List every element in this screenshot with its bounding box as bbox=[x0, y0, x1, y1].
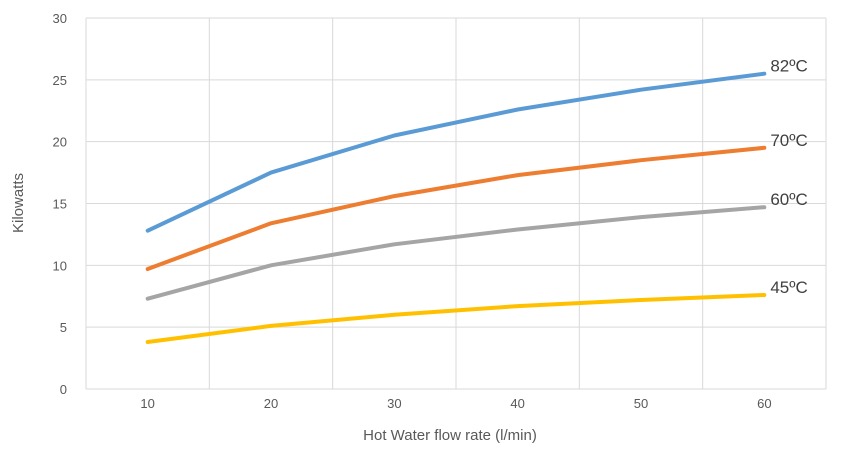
y-tick-label: 20 bbox=[53, 135, 67, 150]
series-label: 70ºC bbox=[770, 131, 807, 150]
x-tick-label: 40 bbox=[510, 396, 524, 411]
x-tick-label: 20 bbox=[264, 396, 278, 411]
series-line bbox=[145, 145, 767, 271]
y-tick-label: 0 bbox=[60, 382, 67, 397]
grid bbox=[85, 17, 827, 389]
series-labels: 82ºC 70ºC 60ºC 45ºC bbox=[770, 57, 807, 297]
y-tick-label: 30 bbox=[53, 11, 67, 26]
x-tick-label: 60 bbox=[757, 396, 771, 411]
y-tick-label: 25 bbox=[53, 73, 67, 88]
x-axis-label: Hot Water flow rate (l/min) bbox=[363, 427, 537, 444]
y-axis-label: Kilowatts bbox=[10, 173, 27, 233]
series-label: 60ºC bbox=[770, 190, 807, 209]
series-line bbox=[145, 71, 767, 233]
y-tick-label: 15 bbox=[53, 197, 67, 212]
x-tick-label: 30 bbox=[387, 396, 401, 411]
series-line bbox=[145, 205, 767, 301]
y-tick-label: 10 bbox=[53, 258, 67, 273]
series-line bbox=[145, 293, 767, 344]
series-label: 45ºC bbox=[770, 278, 807, 297]
x-tick-label: 50 bbox=[634, 396, 648, 411]
axes: 0 5 10 15 20 25 30 10 20 30 40 50 60 bbox=[53, 11, 826, 411]
series-label: 82ºC bbox=[770, 57, 807, 76]
y-tick-label: 5 bbox=[60, 320, 67, 335]
series-lines bbox=[145, 71, 767, 344]
x-tick-label: 10 bbox=[140, 396, 154, 411]
